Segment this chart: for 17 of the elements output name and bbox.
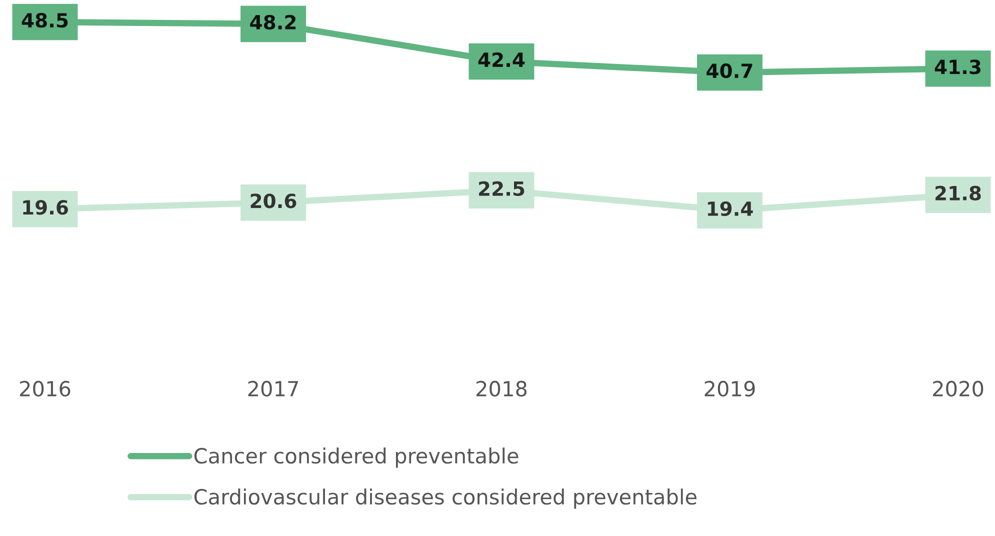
x-tick-label: 2020: [933, 380, 984, 397]
x-tick-label: 2018: [476, 380, 527, 397]
data-label: 48.2: [250, 14, 296, 30]
data-label: 20.6: [250, 194, 296, 208]
data-label: 41.3: [934, 60, 980, 74]
data-label: 22.5: [479, 181, 524, 196]
data-label: 19.6: [23, 200, 68, 215]
data-label: 19.4: [708, 201, 753, 216]
legend-label: Cancer considered preventable: [194, 448, 518, 468]
data-label: 40.7: [706, 63, 752, 78]
data-label: 42.4: [478, 52, 525, 67]
data-label: 21.8: [936, 186, 981, 201]
data-label: 48.5: [22, 12, 68, 28]
legend-label: Cardiovascular diseases considered preventable: [194, 488, 696, 509]
x-tick-label: 2019: [704, 380, 755, 397]
x-tick-label: 2017: [248, 380, 298, 397]
x-tick-label: 2016: [20, 380, 70, 397]
